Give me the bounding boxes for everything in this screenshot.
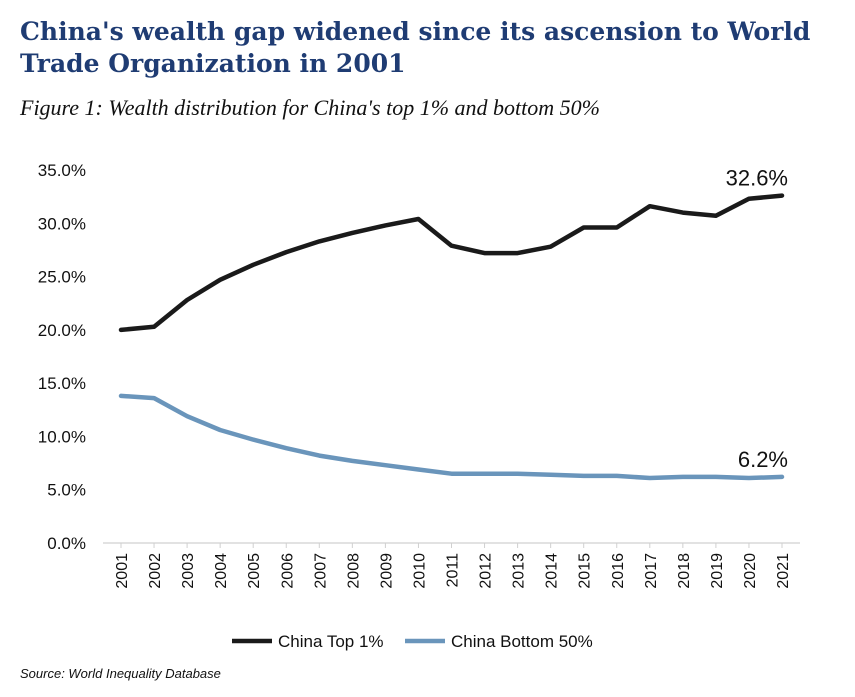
x-tick-label: 2007 [312,553,329,589]
y-tick-label: 0.0% [47,534,86,553]
y-tick-label: 20.0% [38,321,86,340]
x-tick-label: 2013 [511,553,528,589]
x-tick-label: 2019 [709,553,726,589]
end-labels: 32.6% 6.2% [726,166,788,472]
legend: China Top 1% China Bottom 50% [232,632,593,651]
x-tick-label: 2003 [180,553,197,589]
y-tick-label: 15.0% [38,374,86,393]
y-tick-label: 30.0% [38,214,86,233]
legend-label: China Bottom 50% [451,632,593,651]
x-tick-label: 2015 [577,553,594,589]
x-tick-labels: 2001 2002 2003 2004 2005 2006 2007 2008 2009 2010… [114,543,792,589]
x-tick-label: 2008 [345,553,362,589]
series-lines [118,193,785,481]
series-line-top-1 [118,193,785,333]
x-tick-label: 2002 [147,553,164,589]
y-tick-label: 5.0% [47,481,86,500]
chart-title: China's wealth gap widened since its asc… [20,17,811,78]
x-tick-label: 2018 [676,553,693,589]
x-tick-label: 2004 [213,553,230,589]
end-value-label: 6.2% [738,447,788,472]
x-tick-label: 2009 [378,553,395,589]
series-line-bottom-50 [118,393,785,481]
x-tick-label: 2020 [742,553,759,589]
x-tick-label: 2005 [246,553,263,589]
x-tick-label: 2006 [279,553,296,589]
x-tick-label: 2017 [643,553,660,589]
end-value-label: 32.6% [726,166,788,191]
y-tick-label: 25.0% [38,268,86,287]
y-tick-labels: 0.0% 5.0% 10.0% 15.0% 20.0% 25.0% 30.0% 35.0% [38,161,86,553]
y-tick-label: 35.0% [38,161,86,180]
x-tick-label: 2010 [411,553,428,589]
x-tick-label: 2014 [544,553,561,589]
legend-label: China Top 1% [278,632,384,651]
chart-subtitle: Figure 1: Wealth distribution for China'… [20,95,600,120]
x-tick-label: 2012 [478,553,495,589]
x-tick-label: 2011 [445,553,462,588]
line-chart: 0.0% 5.0% 10.0% 15.0% 20.0% 25.0% 30.0% 35.0% 2… [38,161,800,651]
x-tick-label: 2021 [775,553,792,589]
x-tick-label: 2016 [610,553,627,589]
x-tick-label: 2001 [114,553,131,589]
source-note: Source: World Inequality Database [20,666,221,681]
y-tick-label: 10.0% [38,427,86,446]
